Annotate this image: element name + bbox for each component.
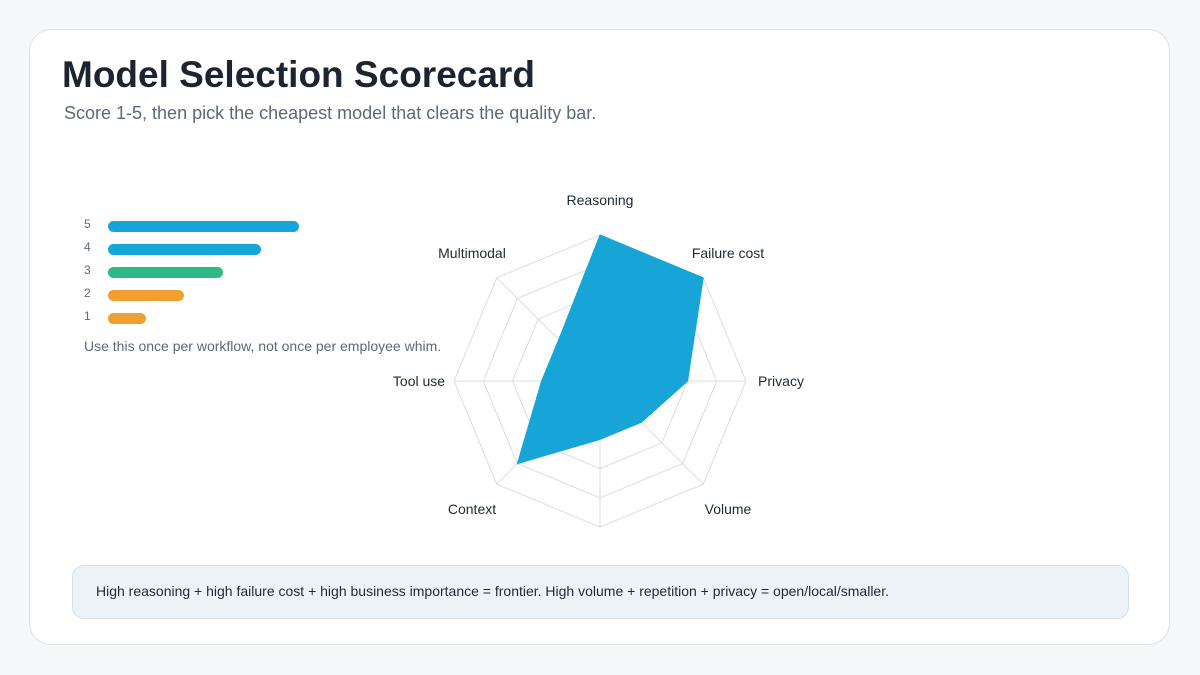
score-legend: 5 4 3 2 1 xyxy=(84,216,384,336)
radar-labels: Reasoning Failure cost Privacy Volume Contex… xyxy=(393,192,804,517)
legend-bar xyxy=(108,244,261,255)
radar-axis-label: Context xyxy=(448,501,496,517)
page-title: Model Selection Scorecard xyxy=(62,54,535,95)
legend-row-4: 4 xyxy=(84,239,344,259)
legend-label: 3 xyxy=(84,263,91,277)
legend-bar xyxy=(108,313,147,324)
radar-axis-label: Tool use xyxy=(393,373,445,389)
legend-bar xyxy=(108,290,185,301)
guidance-note: High reasoning + high failure cost + hig… xyxy=(72,565,1129,619)
radar-area xyxy=(516,234,704,465)
legend-row-3: 3 xyxy=(84,262,344,282)
legend-row-1: 1 xyxy=(84,308,344,328)
radar-axis-label: Privacy xyxy=(758,373,804,389)
legend-label: 2 xyxy=(84,286,91,300)
radar-axis-label: Reasoning xyxy=(567,192,634,208)
legend-bar xyxy=(108,221,299,232)
radar-axis-label: Failure cost xyxy=(692,245,764,261)
legend-row-5: 5 xyxy=(84,216,344,236)
legend-label: 4 xyxy=(84,240,91,254)
legend-label: 1 xyxy=(84,309,91,323)
radar-chart: Reasoning Failure cost Privacy Volume Contex… xyxy=(393,192,804,528)
legend-bar xyxy=(108,267,223,278)
legend-label: 5 xyxy=(84,217,91,231)
guidance-note-text: High reasoning + high failure cost + hig… xyxy=(96,583,889,599)
radar-axis-label: Volume xyxy=(705,501,752,517)
legend-note: Use this once per workflow, not once per… xyxy=(84,338,442,354)
radar-axis-label: Multimodal xyxy=(438,245,506,261)
page-subtitle: Score 1-5, then pick the cheapest model … xyxy=(64,103,597,123)
legend-row-2: 2 xyxy=(84,285,344,305)
